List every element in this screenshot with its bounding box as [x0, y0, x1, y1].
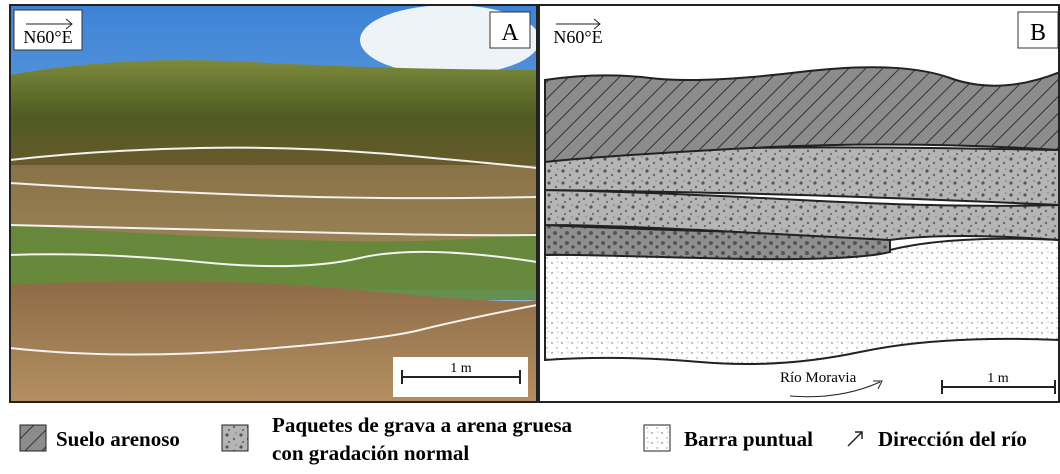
legend-label: Paquetes de grava a arena gruesa [272, 413, 572, 437]
legend-label: con gradación normal [272, 441, 469, 465]
orientation-label: N60°E [553, 27, 602, 47]
photo-panel: N60°E A 1 m [9, 5, 540, 402]
legend-label: Suelo arenoso [56, 427, 180, 451]
panel-label: B [1030, 20, 1046, 46]
legend-label: Barra puntual [684, 427, 813, 451]
orientation-label: N60°E [23, 27, 72, 47]
drawing-panel: N60°E B Río Moravia 1 m [540, 5, 1060, 402]
scale-label: 1 m [450, 361, 472, 376]
scale-label: 1 m [987, 371, 1009, 386]
panel-label: A [501, 20, 519, 46]
legend-label: Dirección del río [878, 427, 1027, 451]
river-label: Río Moravia [780, 370, 857, 386]
legend: Suelo arenoso Paquetes de grava a arena … [19, 413, 1027, 465]
